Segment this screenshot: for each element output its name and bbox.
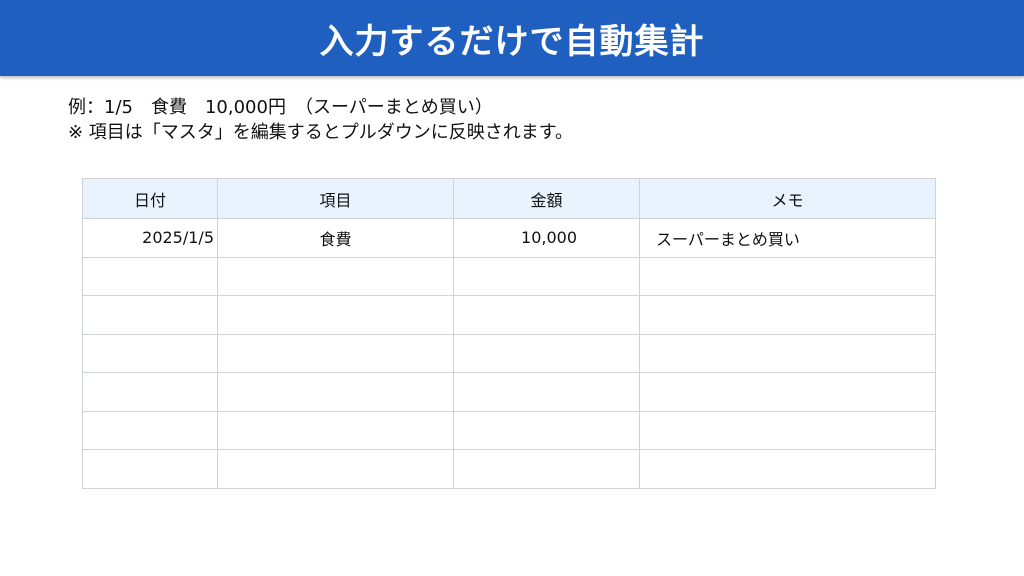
- memo-cell[interactable]: スーパーまとめ買い: [639, 218, 936, 258]
- table-row: [82, 333, 936, 373]
- memo-cell[interactable]: [639, 256, 936, 296]
- table-row: [82, 256, 936, 296]
- memo-cell[interactable]: [639, 333, 936, 373]
- date-cell[interactable]: [82, 410, 218, 450]
- amount-cell[interactable]: [453, 333, 640, 373]
- amount-cell[interactable]: [453, 295, 640, 335]
- amount-cell[interactable]: [453, 449, 640, 489]
- table-row: 2025/1/5 食費 10,000 スーパーまとめ買い: [82, 218, 936, 258]
- item-cell[interactable]: 食費: [217, 218, 454, 258]
- memo-cell[interactable]: [639, 372, 936, 412]
- item-cell[interactable]: [217, 372, 454, 412]
- header-date: 日付: [82, 178, 218, 219]
- amount-cell[interactable]: [453, 410, 640, 450]
- date-cell[interactable]: [82, 256, 218, 296]
- date-cell[interactable]: [82, 449, 218, 489]
- master-note: ※ 項目は「マスタ」を編集するとプルダウンに反映されます。: [68, 122, 574, 143]
- header-memo: メモ: [639, 178, 936, 219]
- example-note: 例：1/5 食費 10,000円 （スーパーまとめ買い）: [68, 97, 493, 118]
- header-amount: 金額: [453, 178, 640, 219]
- item-cell[interactable]: [217, 410, 454, 450]
- table-row: [82, 372, 936, 412]
- amount-cell[interactable]: [453, 372, 640, 412]
- item-cell[interactable]: [217, 333, 454, 373]
- page-title: 入力するだけで自動集計: [319, 21, 705, 62]
- memo-cell[interactable]: [639, 295, 936, 335]
- title-banner: 入力するだけで自動集計: [0, 0, 1024, 76]
- table-header-row: 日付 項目 金額 メモ: [82, 178, 936, 219]
- amount-cell[interactable]: [453, 256, 640, 296]
- memo-cell[interactable]: [639, 449, 936, 489]
- date-cell[interactable]: 2025/1/5: [82, 218, 218, 258]
- date-cell[interactable]: [82, 372, 218, 412]
- header-item: 項目: [217, 178, 454, 219]
- table-row: [82, 410, 936, 450]
- memo-cell[interactable]: [639, 410, 936, 450]
- date-cell[interactable]: [82, 295, 218, 335]
- table-row: [82, 449, 936, 489]
- table-row: [82, 295, 936, 335]
- item-cell[interactable]: [217, 449, 454, 489]
- date-cell[interactable]: [82, 333, 218, 373]
- item-cell[interactable]: [217, 295, 454, 335]
- amount-cell[interactable]: 10,000: [453, 218, 640, 258]
- expense-table: 日付 項目 金額 メモ 2025/1/5 食費 10,000 スーパーまとめ買い: [82, 178, 936, 489]
- item-cell[interactable]: [217, 256, 454, 296]
